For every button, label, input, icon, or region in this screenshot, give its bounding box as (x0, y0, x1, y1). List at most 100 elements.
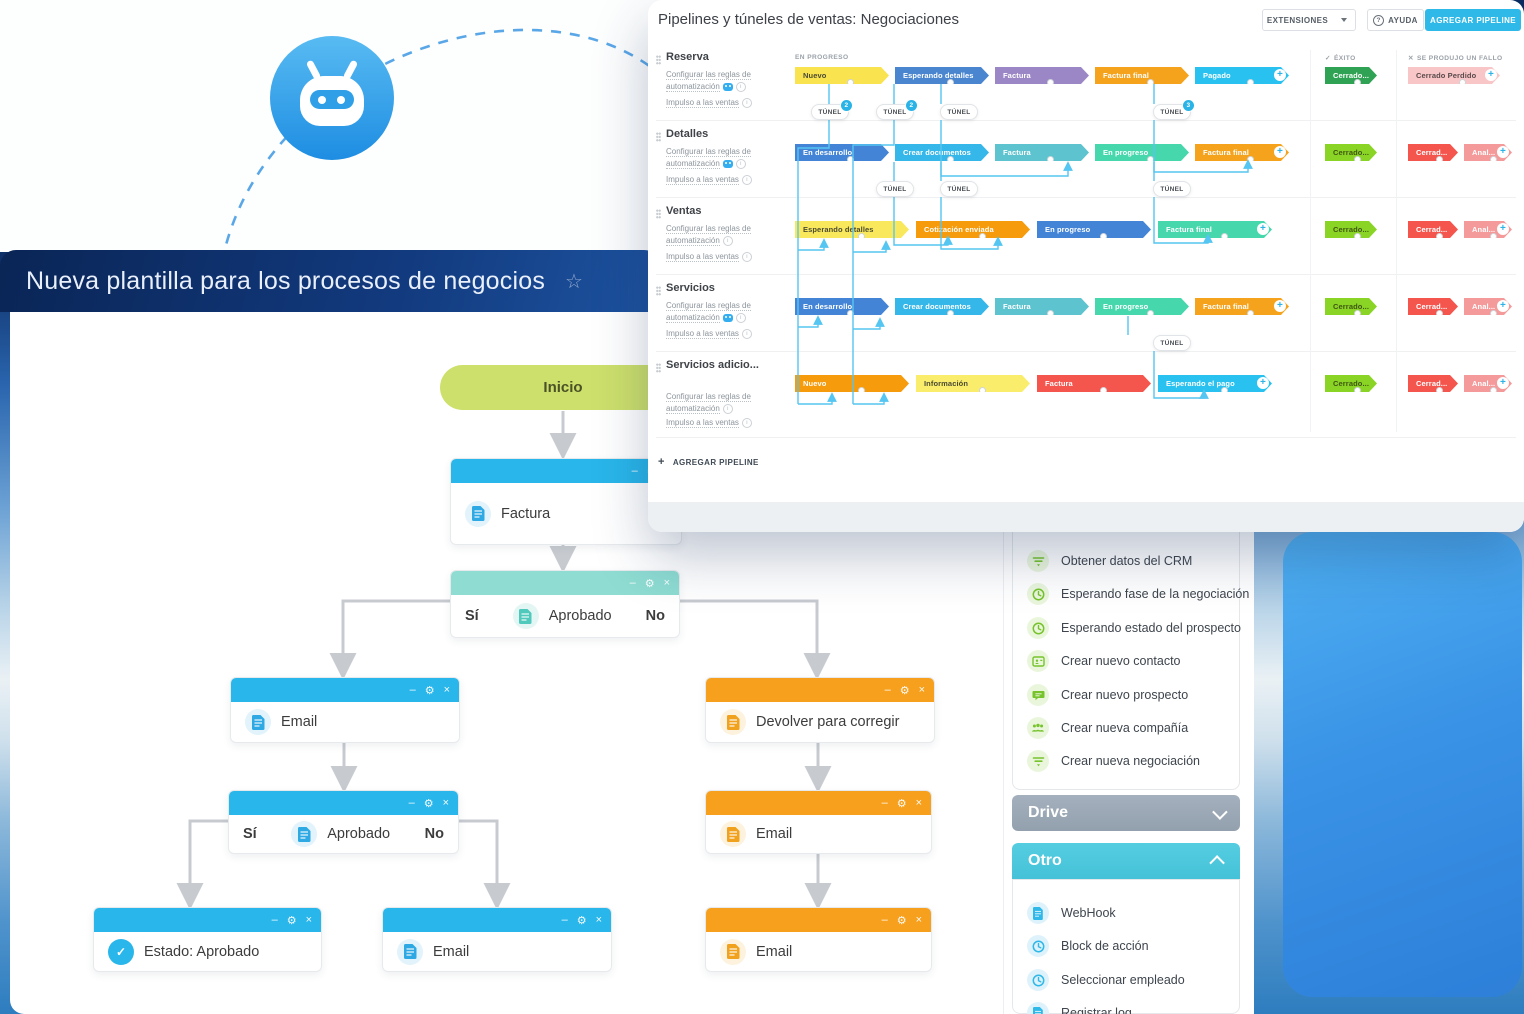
action-crear-negociacion[interactable]: Crear nueva negociación (1027, 750, 1200, 772)
action-esperando-estado[interactable]: Esperando estado del prospecto (1027, 617, 1241, 639)
node-inicio[interactable]: Inicio (440, 365, 686, 410)
add-stage-icon[interactable]: + (1274, 69, 1286, 81)
pipeline-name[interactable]: Servicios adicio... (666, 359, 759, 371)
stage-pill[interactable]: Nuevo (795, 375, 909, 392)
close-icon[interactable]: × (595, 914, 602, 926)
action-registrar-log[interactable]: Registrar log (1027, 1002, 1132, 1014)
stage-pill[interactable]: Pagado + (1195, 67, 1289, 84)
section-otro[interactable]: Otro (1012, 843, 1240, 879)
tunnel-pill[interactable]: TÚNEL (940, 181, 978, 197)
action-seleccionar-empleado[interactable]: Seleccionar empleado (1027, 969, 1185, 991)
add-stage-icon[interactable]: + (1257, 377, 1269, 389)
sales-boost-link[interactable]: Impulso a las ventas i (666, 417, 788, 429)
stage-pill[interactable]: Nuevo (795, 67, 889, 84)
stage-pill[interactable]: Información (916, 375, 1030, 392)
stage-pill[interactable]: Factura final + (1195, 144, 1289, 161)
extensiones-dropdown-button[interactable] (1332, 9, 1356, 31)
close-icon[interactable]: × (442, 797, 449, 809)
stage-pill[interactable]: Factura final (1095, 67, 1189, 84)
stage-pill[interactable]: Esperando detalles (895, 67, 989, 84)
close-icon[interactable]: × (663, 577, 670, 589)
minimize-icon[interactable]: – (271, 914, 278, 926)
sales-boost-link[interactable]: Impulso a las ventas i (666, 174, 788, 186)
tunnel-pill[interactable]: TÚNEL (876, 181, 914, 197)
tunnel-pill[interactable]: TÚNEL (1153, 181, 1191, 197)
stage-pill[interactable]: Cotización enviada (916, 221, 1030, 238)
drag-handle-icon[interactable] (656, 363, 661, 373)
automation-rules-link[interactable]: Configurar las reglas de automatización i (666, 392, 751, 414)
settings-gear-icon[interactable]: ⚙ (896, 914, 907, 927)
action-crear-compania[interactable]: Crear nueva compañía (1027, 717, 1188, 739)
tunnel-pill[interactable]: TÚNEL 3 (1153, 99, 1195, 120)
close-icon[interactable]: × (915, 797, 922, 809)
success-stage-pill[interactable]: Cerrado... (1325, 67, 1377, 84)
action-block-de-accion[interactable]: Block de acción (1027, 935, 1149, 957)
node-email-2[interactable]: – ⚙ × Email (382, 907, 612, 972)
node-email-1[interactable]: – ⚙ × Email (230, 677, 460, 743)
automation-rules-link[interactable]: Configurar las reglas de automatización i (666, 301, 751, 323)
extensiones-button[interactable]: EXTENSIONES (1262, 9, 1333, 31)
automation-rules-link[interactable]: Configurar las reglas de automatización i (666, 70, 751, 92)
branch-no-label[interactable]: No (645, 608, 665, 624)
settings-gear-icon[interactable]: ⚙ (423, 797, 434, 810)
minimize-icon[interactable]: – (409, 684, 416, 696)
stage-pill[interactable]: En desarrollo (795, 144, 889, 161)
node-devolver[interactable]: – ⚙ × Devolver para corregir (705, 677, 935, 743)
add-stage-icon[interactable]: + (1274, 300, 1286, 312)
fail-stage-pill[interactable]: Cerrado Perdido + (1408, 67, 1500, 84)
section-drive[interactable]: Drive (1012, 795, 1240, 831)
fail-stage-pill[interactable]: Anal... + (1464, 144, 1512, 161)
node-estado-aprobado[interactable]: – ⚙ × ✓ Estado: Aprobado (93, 907, 322, 972)
stage-pill[interactable]: En progreso (1095, 144, 1189, 161)
fail-stage-pill[interactable]: Cerrad... (1408, 375, 1458, 392)
node-email-3[interactable]: – ⚙ × Email (705, 790, 932, 854)
sales-boost-link[interactable]: Impulso a las ventas i (666, 328, 788, 340)
tunnel-pill[interactable]: TÚNEL 2 (811, 99, 853, 120)
ayuda-button[interactable]: ? AYUDA (1367, 9, 1424, 31)
settings-gear-icon[interactable]: ⚙ (644, 577, 655, 590)
stage-pill[interactable]: Esperando el pago + (1158, 375, 1272, 392)
action-crear-contacto[interactable]: Crear nuevo contacto (1027, 650, 1181, 672)
node-email-4[interactable]: – ⚙ × Email (705, 907, 932, 972)
add-stage-icon[interactable]: + (1497, 300, 1509, 312)
action-esperando-fase[interactable]: Esperando fase de la negociación (1027, 583, 1249, 605)
pipeline-name[interactable]: Detalles (666, 128, 709, 140)
action-webhook[interactable]: WebHook (1027, 902, 1116, 924)
node-aprobado-2[interactable]: – ⚙ × Sí Aprobado No (228, 790, 459, 854)
close-icon[interactable]: × (918, 684, 925, 696)
close-icon[interactable]: × (305, 914, 312, 926)
automation-rules-link[interactable]: Configurar las reglas de automatización i (666, 147, 751, 169)
success-stage-pill[interactable]: Cerrado... (1325, 298, 1377, 315)
stage-pill[interactable]: Factura (995, 144, 1089, 161)
stage-pill[interactable]: Factura (995, 298, 1089, 315)
pipeline-name[interactable]: Reserva (666, 51, 709, 63)
add-stage-icon[interactable]: + (1485, 69, 1497, 81)
drag-handle-icon[interactable] (656, 132, 661, 142)
tunnel-pill[interactable]: TÚNEL 2 (876, 99, 918, 120)
fail-stage-pill[interactable]: Cerrad... (1408, 298, 1458, 315)
add-stage-icon[interactable]: + (1497, 377, 1509, 389)
settings-gear-icon[interactable]: ⚙ (576, 914, 587, 927)
stage-pill[interactable]: Factura (1037, 375, 1151, 392)
minimize-icon[interactable]: – (631, 465, 638, 477)
fail-stage-pill[interactable]: Cerrad... (1408, 144, 1458, 161)
tunnel-pill[interactable]: TÚNEL (1153, 335, 1191, 351)
minimize-icon[interactable]: – (884, 684, 891, 696)
success-stage-pill[interactable]: Cerrado... (1325, 375, 1377, 392)
stage-pill[interactable]: Crear documentos (895, 298, 989, 315)
settings-gear-icon[interactable]: ⚙ (896, 797, 907, 810)
settings-gear-icon[interactable]: ⚙ (286, 914, 297, 927)
stage-pill[interactable]: En desarrollo (795, 298, 889, 315)
action-crear-prospecto[interactable]: Crear nuevo prospecto (1027, 684, 1188, 706)
drag-handle-icon[interactable] (656, 55, 661, 65)
fail-stage-pill[interactable]: Anal... + (1464, 375, 1512, 392)
minimize-icon[interactable]: – (881, 797, 888, 809)
close-icon[interactable]: × (915, 914, 922, 926)
stage-pill[interactable]: Factura final + (1158, 221, 1272, 238)
sales-boost-link[interactable]: Impulso a las ventas i (666, 251, 788, 263)
minimize-icon[interactable]: – (408, 797, 415, 809)
favorite-star-icon[interactable]: ☆ (565, 270, 583, 293)
branch-yes-label[interactable]: Sí (243, 826, 257, 842)
add-pipeline-link[interactable]: + AGREGAR PIPELINE (658, 456, 759, 468)
success-stage-pill[interactable]: Cerrado... (1325, 144, 1377, 161)
